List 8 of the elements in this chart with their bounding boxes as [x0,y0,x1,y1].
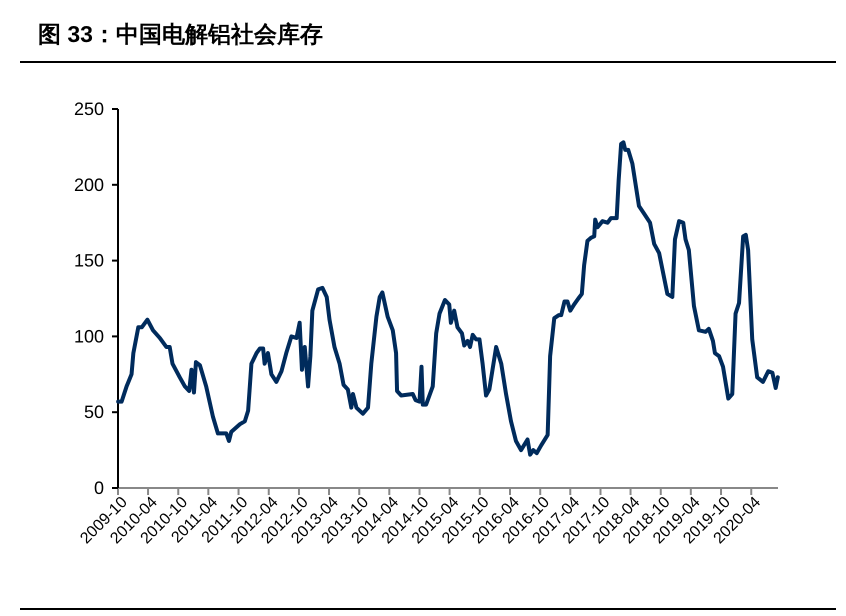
chart-title: 图 33：中国电解铝社会库存 [38,21,323,47]
line-series [116,140,780,457]
y-tick-label: 250 [74,99,104,119]
y-tick-label: 50 [84,402,104,422]
y-tick-label: 0 [94,478,104,498]
y-tick-label: 150 [74,250,104,271]
y-tick-label: 200 [74,174,104,195]
y-tick-label: 100 [74,326,104,346]
